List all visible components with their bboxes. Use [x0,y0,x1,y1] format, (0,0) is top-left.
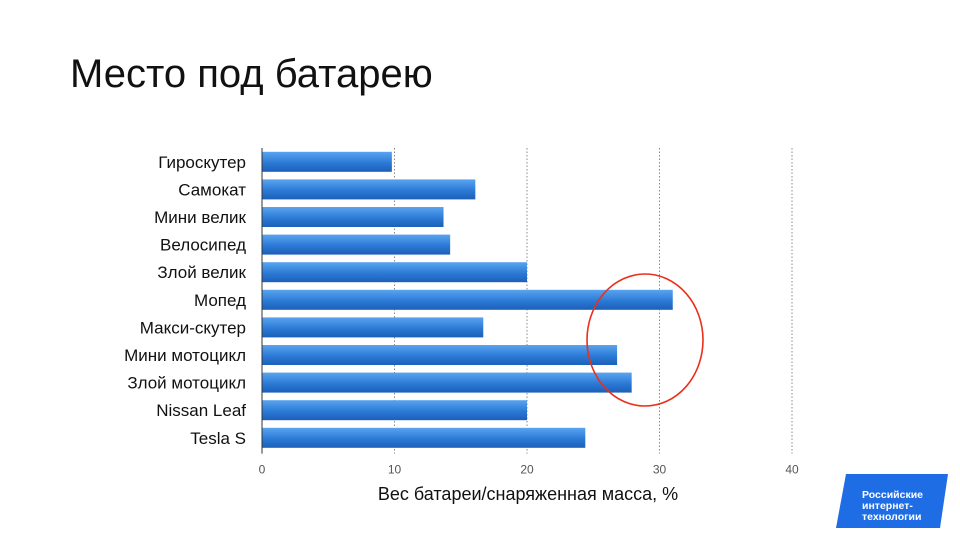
bar [262,207,444,227]
logo-line-2: интернет- [862,500,913,512]
highlight-ellipse [586,273,704,407]
x-tick-label: 40 [785,463,799,477]
category-label: Tesla S [190,429,246,448]
logo-badge [836,474,948,528]
x-axis-title: Вес батареи/снаряженная масса, % [377,484,679,504]
x-tick-label: 10 [388,463,402,477]
category-label: Злой мотоцикл [127,374,246,393]
bar [262,372,632,393]
bars [262,151,673,448]
bar [262,317,484,338]
bar [262,427,586,448]
logo-text: Российские интернет- технологии [862,490,923,523]
category-label: Самокат [178,180,246,199]
logo-line-1: Российские [862,489,923,501]
x-tick-label: 0 [259,463,266,477]
category-label: Мопед [194,291,246,310]
x-tick-label: 30 [653,463,667,477]
category-label: Мини мотоцикл [124,346,246,365]
bar [262,345,618,365]
bar [262,151,392,172]
category-labels: Гироскутер Самокат Мини велик Велосипед Злой… [124,153,246,448]
bar [262,179,476,200]
bar [262,400,527,421]
category-label: Мини велик [154,208,246,227]
category-label: Гироскутер [158,153,246,172]
x-tick-label: 20 [520,463,534,477]
category-label: Nissan Leaf [156,401,246,420]
category-label: Велосипед [160,236,246,255]
bar [262,289,673,310]
bar [262,234,451,255]
x-tick-labels: 0 10 20 30 40 [259,463,799,477]
slide-title: Место под батарею [70,52,433,96]
logo-line-3: технологии [862,511,922,523]
bar [262,262,527,283]
category-label: Злой велик [157,263,246,282]
category-label: Макси-скутер [140,318,246,337]
